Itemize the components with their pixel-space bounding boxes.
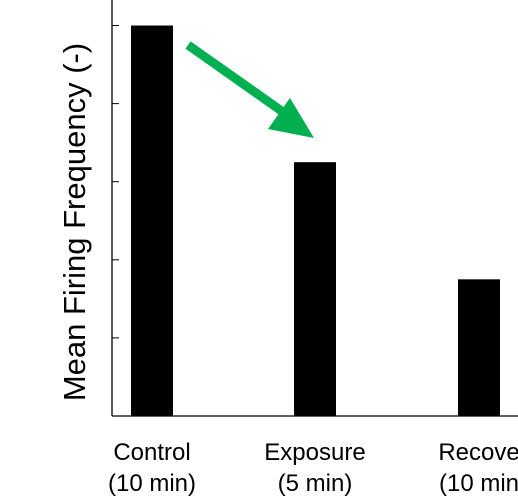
x-tick-label: Recove — [438, 439, 518, 466]
x-tick-label: (10 min — [439, 470, 518, 497]
x-tick-label: Exposure — [264, 439, 365, 466]
x-tick-label: (5 min) — [278, 470, 353, 497]
y-axis-label: Mean Firing Frequency (-) — [57, 43, 92, 401]
bar — [458, 279, 500, 416]
arrow-head — [268, 98, 314, 138]
arrow-shaft — [185, 41, 286, 116]
bars — [131, 25, 500, 417]
annotation — [185, 41, 314, 138]
x-tick-label: (10 min) — [108, 470, 196, 497]
x-tick-labels: Control (10 min) Exposure (5 min) Recove (10 … — [108, 439, 518, 497]
bar — [131, 25, 173, 417]
bar — [294, 162, 336, 416]
y-ticks — [112, 25, 119, 339]
x-tick-label: Control — [113, 439, 190, 466]
